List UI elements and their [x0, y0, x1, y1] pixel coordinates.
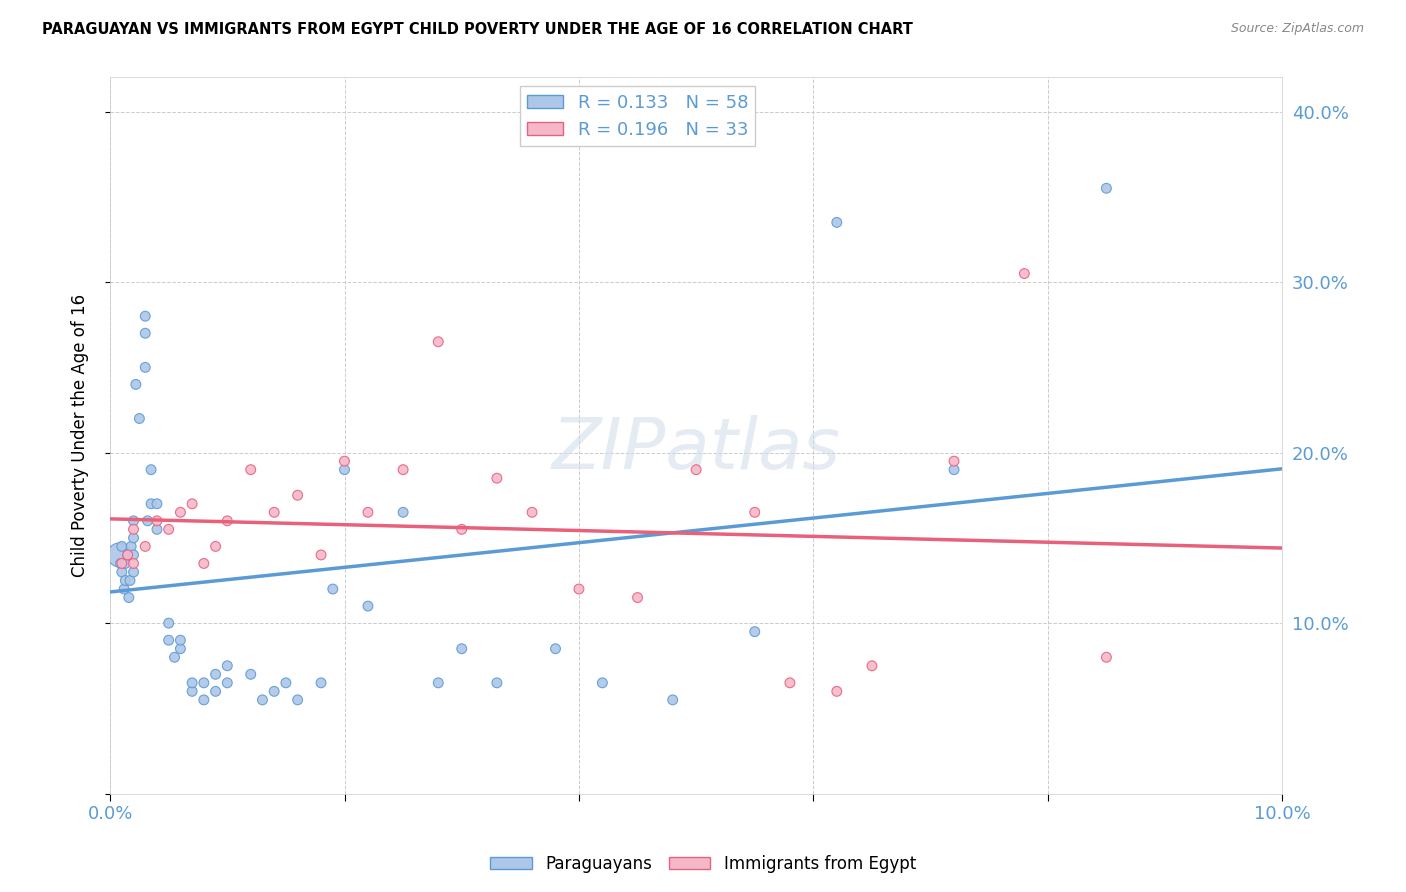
Point — [112, 582, 135, 596]
Point — [661, 693, 683, 707]
Point — [485, 676, 508, 690]
Point — [450, 641, 472, 656]
Point — [122, 531, 145, 545]
Point — [146, 522, 169, 536]
Point — [626, 591, 648, 605]
Point — [217, 514, 239, 528]
Point — [146, 497, 169, 511]
Point — [825, 215, 848, 229]
Point — [943, 463, 966, 477]
Point — [134, 360, 156, 375]
Point — [274, 676, 297, 690]
Point — [193, 557, 215, 571]
Point — [392, 505, 415, 519]
Text: ZIPatlas: ZIPatlas — [551, 416, 841, 484]
Point — [1095, 181, 1118, 195]
Point — [125, 377, 148, 392]
Point — [685, 463, 707, 477]
Point — [117, 548, 139, 562]
Point — [263, 505, 285, 519]
Point — [333, 463, 356, 477]
Point — [111, 557, 134, 571]
Point — [204, 684, 226, 698]
Point — [392, 463, 415, 477]
Point — [193, 676, 215, 690]
Point — [111, 540, 134, 554]
Legend: Paraguayans, Immigrants from Egypt: Paraguayans, Immigrants from Egypt — [484, 848, 922, 880]
Point — [204, 540, 226, 554]
Point — [122, 565, 145, 579]
Point — [544, 641, 567, 656]
Point — [860, 658, 883, 673]
Point — [591, 676, 613, 690]
Point — [204, 667, 226, 681]
Point — [114, 557, 136, 571]
Point — [779, 676, 801, 690]
Point — [309, 676, 332, 690]
Point — [943, 454, 966, 468]
Point — [128, 411, 150, 425]
Point — [181, 684, 204, 698]
Point — [134, 326, 156, 341]
Point — [122, 548, 145, 562]
Point — [427, 676, 450, 690]
Point — [110, 557, 132, 571]
Point — [118, 574, 141, 588]
Point — [169, 641, 191, 656]
Point — [520, 505, 543, 519]
Point — [139, 463, 162, 477]
Point — [169, 505, 191, 519]
Point — [357, 599, 380, 613]
Point — [1095, 650, 1118, 665]
Point — [1014, 267, 1036, 281]
Point — [134, 309, 156, 323]
Point — [252, 693, 274, 707]
Point — [169, 633, 191, 648]
Point — [322, 582, 344, 596]
Point — [157, 616, 180, 631]
Text: Source: ZipAtlas.com: Source: ZipAtlas.com — [1230, 22, 1364, 36]
Point — [139, 497, 162, 511]
Point — [825, 684, 848, 698]
Point — [485, 471, 508, 485]
Point — [136, 514, 159, 528]
Point — [134, 540, 156, 554]
Point — [117, 548, 139, 562]
Point — [217, 676, 239, 690]
Y-axis label: Child Poverty Under the Age of 16: Child Poverty Under the Age of 16 — [72, 294, 89, 577]
Point — [157, 522, 180, 536]
Point — [122, 514, 145, 528]
Point — [111, 565, 134, 579]
Point — [427, 334, 450, 349]
Point — [114, 574, 136, 588]
Point — [333, 454, 356, 468]
Point — [568, 582, 591, 596]
Point — [163, 650, 186, 665]
Point — [157, 633, 180, 648]
Point — [122, 522, 145, 536]
Point — [193, 693, 215, 707]
Point — [744, 624, 766, 639]
Legend: R = 0.133   N = 58, R = 0.196   N = 33: R = 0.133 N = 58, R = 0.196 N = 33 — [520, 87, 755, 146]
Point — [122, 557, 145, 571]
Point — [263, 684, 285, 698]
Point — [181, 497, 204, 511]
Point — [309, 548, 332, 562]
Point — [146, 514, 169, 528]
Point — [357, 505, 380, 519]
Point — [287, 488, 309, 502]
Point — [181, 676, 204, 690]
Point — [239, 463, 262, 477]
Point — [744, 505, 766, 519]
Point — [450, 522, 472, 536]
Point — [217, 658, 239, 673]
Point — [287, 693, 309, 707]
Point — [118, 591, 141, 605]
Point — [120, 540, 142, 554]
Point — [239, 667, 262, 681]
Point — [108, 548, 131, 562]
Text: PARAGUAYAN VS IMMIGRANTS FROM EGYPT CHILD POVERTY UNDER THE AGE OF 16 CORRELATIO: PARAGUAYAN VS IMMIGRANTS FROM EGYPT CHIL… — [42, 22, 912, 37]
